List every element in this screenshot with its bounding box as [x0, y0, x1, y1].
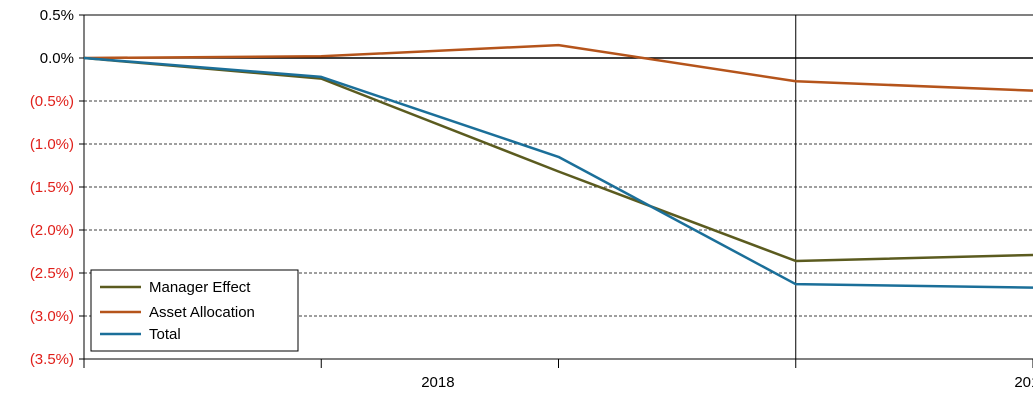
series-line-asset-allocation — [83, 43, 1033, 92]
y-axis-tick-labels: 0.5% 0.0% (0.5%) (1.0%) (1.5%) (2.0%) (2.5%) (3… — [30, 7, 74, 368]
y-tick-label: (1.5%) — [30, 179, 74, 196]
y-tick-label: (0.5%) — [30, 93, 74, 110]
y-tick-label: (1.0%) — [30, 136, 74, 153]
series-line-manager-effect — [83, 56, 1033, 263]
axes — [79, 14, 1033, 368]
y-tick-label: 0.5% — [40, 7, 74, 24]
legend: Manager Effect Asset Allocation Total — [90, 269, 299, 352]
y-tick-label: 0.0% — [40, 50, 74, 67]
x-category-label: 2018 — [421, 374, 454, 391]
y-tick-label: (2.5%) — [30, 265, 74, 282]
y-tick-label: (2.0%) — [30, 222, 74, 239]
legend-label-total: Total — [149, 326, 181, 343]
y-tick-label: (3.0%) — [30, 308, 74, 325]
series-line-total — [83, 56, 1033, 289]
x-category-label: 2019 — [1014, 374, 1033, 391]
y-tick-label: (3.5%) — [30, 351, 74, 368]
series-lines — [83, 43, 1033, 289]
legend-label-manager-effect: Manager Effect — [149, 279, 251, 296]
x-axis-category-labels: 2018 2019 — [421, 374, 1033, 391]
legend-box — [90, 269, 299, 352]
legend-label-asset-allocation: Asset Allocation — [149, 304, 255, 321]
